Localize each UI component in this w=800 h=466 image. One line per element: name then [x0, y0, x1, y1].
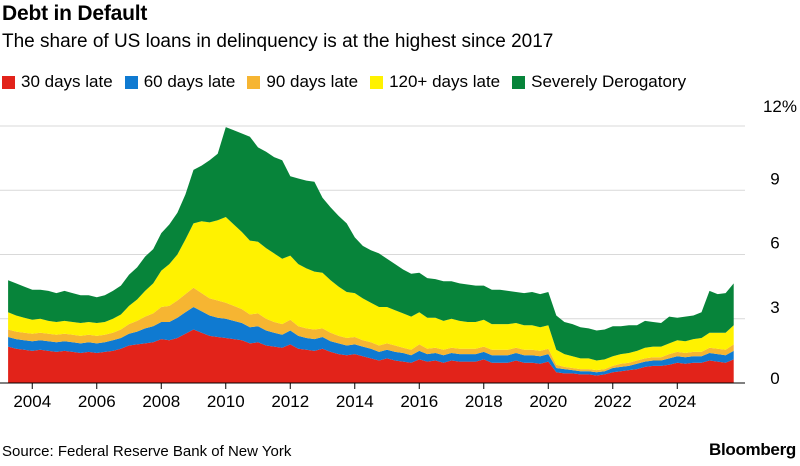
y-tick-label-0: 0: [770, 369, 779, 388]
legend-swatch-severely-derogatory: [512, 75, 526, 89]
legend-item-severely-derogatory: Severely Derogatory: [512, 72, 686, 92]
x-tick-label-2024: 2024: [658, 392, 696, 411]
chart-subtitle: The share of US loans in delinquency is …: [2, 31, 554, 52]
chart-title: Debt in Default: [2, 2, 148, 25]
x-tick-label-2010: 2010: [207, 392, 245, 411]
legend-label-30-days: 30 days late: [21, 72, 113, 91]
area-severely-derogatory: [8, 127, 734, 361]
legend-item-30-days: 30 days late: [2, 72, 113, 92]
area-120-days-late: [8, 217, 734, 371]
x-tick-label-2008: 2008: [142, 392, 180, 411]
y-tick-label-3: 3: [770, 298, 779, 317]
x-tick-label-2012: 2012: [271, 392, 309, 411]
area-60-days-late: [8, 307, 734, 376]
x-tick-label-2022: 2022: [594, 392, 632, 411]
source-note: Source: Federal Reserve Bank of New York: [2, 443, 292, 460]
y-axis-unit-label: 12%: [762, 97, 797, 116]
x-tick-label-2020: 2020: [529, 392, 567, 411]
chart-legend: 30 days late 60 days late 90 days late 1…: [2, 72, 698, 92]
area-90-days-late: [8, 287, 734, 373]
legend-label-90-days: 90 days late: [266, 72, 359, 91]
legend-label-120-days: 120+ days late: [389, 72, 501, 91]
bloomberg-logo: Bloomberg: [708, 440, 796, 459]
x-tick-label-2004: 2004: [13, 392, 51, 411]
legend-label-60-days: 60 days late: [143, 72, 236, 91]
legend-label-severely-derogatory: Severely Derogatory: [531, 72, 687, 91]
legend-item-120-days: 120+ days late: [370, 72, 500, 92]
x-tick-label-2018: 2018: [465, 392, 503, 411]
x-tick-label-2006: 2006: [78, 392, 116, 411]
y-tick-label-9: 9: [770, 169, 779, 188]
legend-swatch-90-days: [247, 75, 261, 89]
legend-item-90-days: 90 days late: [247, 72, 358, 92]
legend-swatch-120-days: [370, 75, 384, 89]
x-tick-label-2014: 2014: [336, 392, 374, 411]
legend-swatch-30-days: [2, 75, 15, 89]
legend-item-60-days: 60 days late: [124, 72, 236, 92]
axes: 2004 2006 2008 2010 2012 2014 2016 2018 2020 2022…: [0, 169, 780, 411]
area-30-days-late: [8, 329, 734, 383]
legend-swatch-60-days: [124, 75, 138, 89]
stacked-areas: [8, 127, 734, 383]
x-tick-label-2016: 2016: [400, 392, 438, 411]
y-tick-label-6: 6: [770, 234, 779, 253]
